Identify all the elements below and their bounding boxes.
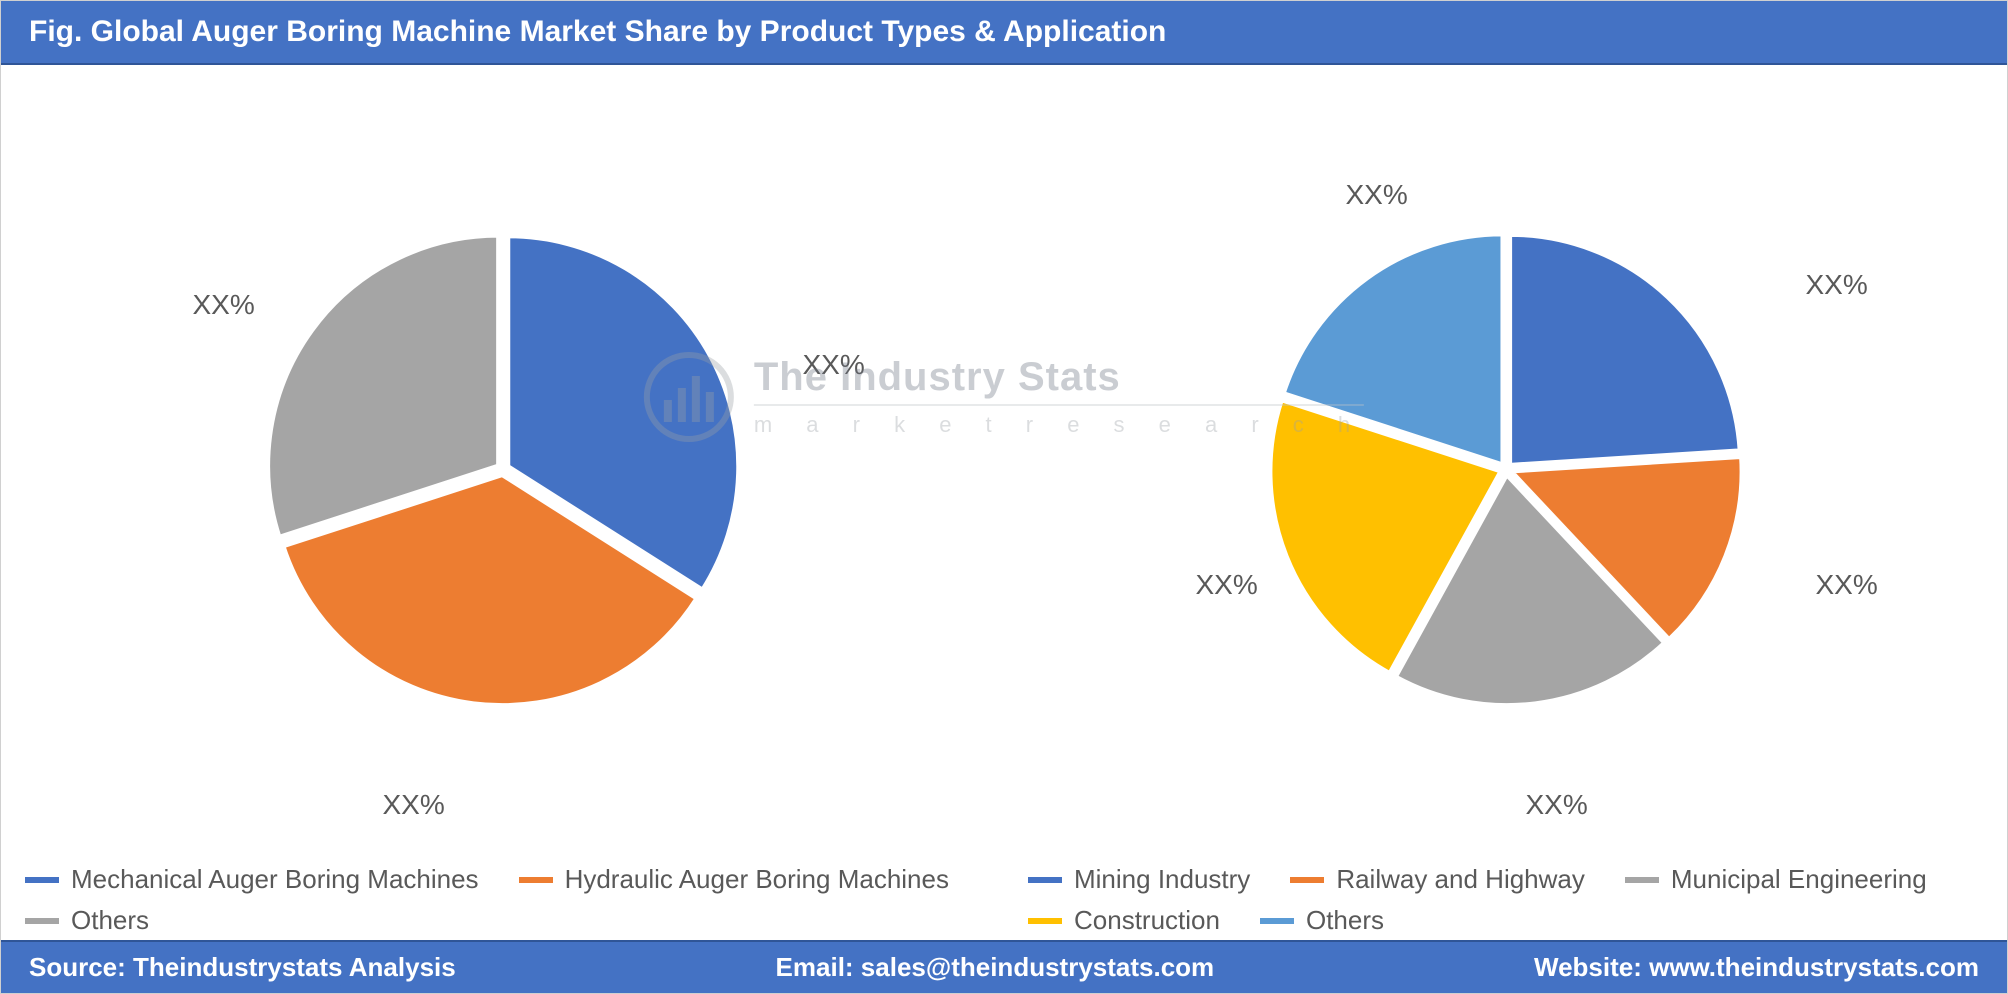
legends-row: Mechanical Auger Boring Machines Hydrauli…: [1, 855, 2007, 944]
legend-item: Municipal Engineering: [1625, 864, 1927, 895]
legend-swatch: [1260, 918, 1294, 924]
legend-item: Mining Industry: [1028, 864, 1250, 895]
chart-panel-left: XX% XX% XX%: [1, 65, 1004, 855]
footer-bar: Source: Theindustrystats Analysis Email:…: [1, 940, 2007, 993]
legend-label: Others: [71, 905, 149, 936]
legend-item: Mechanical Auger Boring Machines: [25, 864, 479, 895]
legend-product-types: Mechanical Auger Boring Machines Hydrauli…: [1, 855, 1004, 944]
footer-source: Source: Theindustrystats Analysis: [29, 952, 456, 983]
legend-item: Railway and Highway: [1290, 864, 1585, 895]
legend-swatch: [1290, 877, 1324, 883]
chart-area: XX%XX%XX% XX%XX%XX%XX%XX% The Industry S…: [1, 65, 2007, 855]
pie-slice-label: XX%: [1816, 569, 1878, 601]
legend-item: Hydraulic Auger Boring Machines: [519, 864, 949, 895]
legend-item: Others: [1260, 905, 1384, 936]
header-title: Fig. Global Auger Boring Machine Market …: [29, 15, 1166, 48]
legend-application: Mining Industry Railway and Highway Munici…: [1004, 855, 2007, 944]
pie-slice-label: XX%: [803, 349, 865, 381]
legend-label: Hydraulic Auger Boring Machines: [565, 864, 949, 895]
header-bar: Fig. Global Auger Boring Machine Market …: [1, 1, 2007, 65]
legend-swatch: [1028, 918, 1062, 924]
pie-slice-label: XX%: [1526, 789, 1588, 821]
legend-label: Railway and Highway: [1336, 864, 1585, 895]
chart-panel-right: XX% XX% XX% XX% XX%: [1004, 65, 2007, 855]
legend-swatch: [519, 877, 553, 883]
legend-label: Others: [1306, 905, 1384, 936]
pie-chart-product-types: XX%XX%XX%: [273, 239, 733, 699]
pie-slice: [1510, 235, 1740, 465]
legend-swatch: [1625, 877, 1659, 883]
legend-item: Others: [25, 905, 149, 936]
legend-swatch: [25, 877, 59, 883]
pie-slice-label: XX%: [1806, 269, 1868, 301]
legend-label: Mining Industry: [1074, 864, 1250, 895]
pie-slice-label: XX%: [1346, 179, 1408, 211]
legend-swatch: [25, 918, 59, 924]
pie-slice-label: XX%: [383, 789, 445, 821]
legend-label: Construction: [1074, 905, 1220, 936]
legend-swatch: [1028, 877, 1062, 883]
footer-website: Website: www.theindustrystats.com: [1534, 952, 1979, 983]
pie-chart-application: XX%XX%XX%XX%XX%: [1276, 239, 1736, 699]
legend-label: Municipal Engineering: [1671, 864, 1927, 895]
legend-label: Mechanical Auger Boring Machines: [71, 864, 479, 895]
footer-email: Email: sales@theindustrystats.com: [776, 952, 1215, 983]
legend-item: Construction: [1028, 905, 1220, 936]
pie-slice-label: XX%: [193, 289, 255, 321]
pie-slice-label: XX%: [1196, 569, 1258, 601]
